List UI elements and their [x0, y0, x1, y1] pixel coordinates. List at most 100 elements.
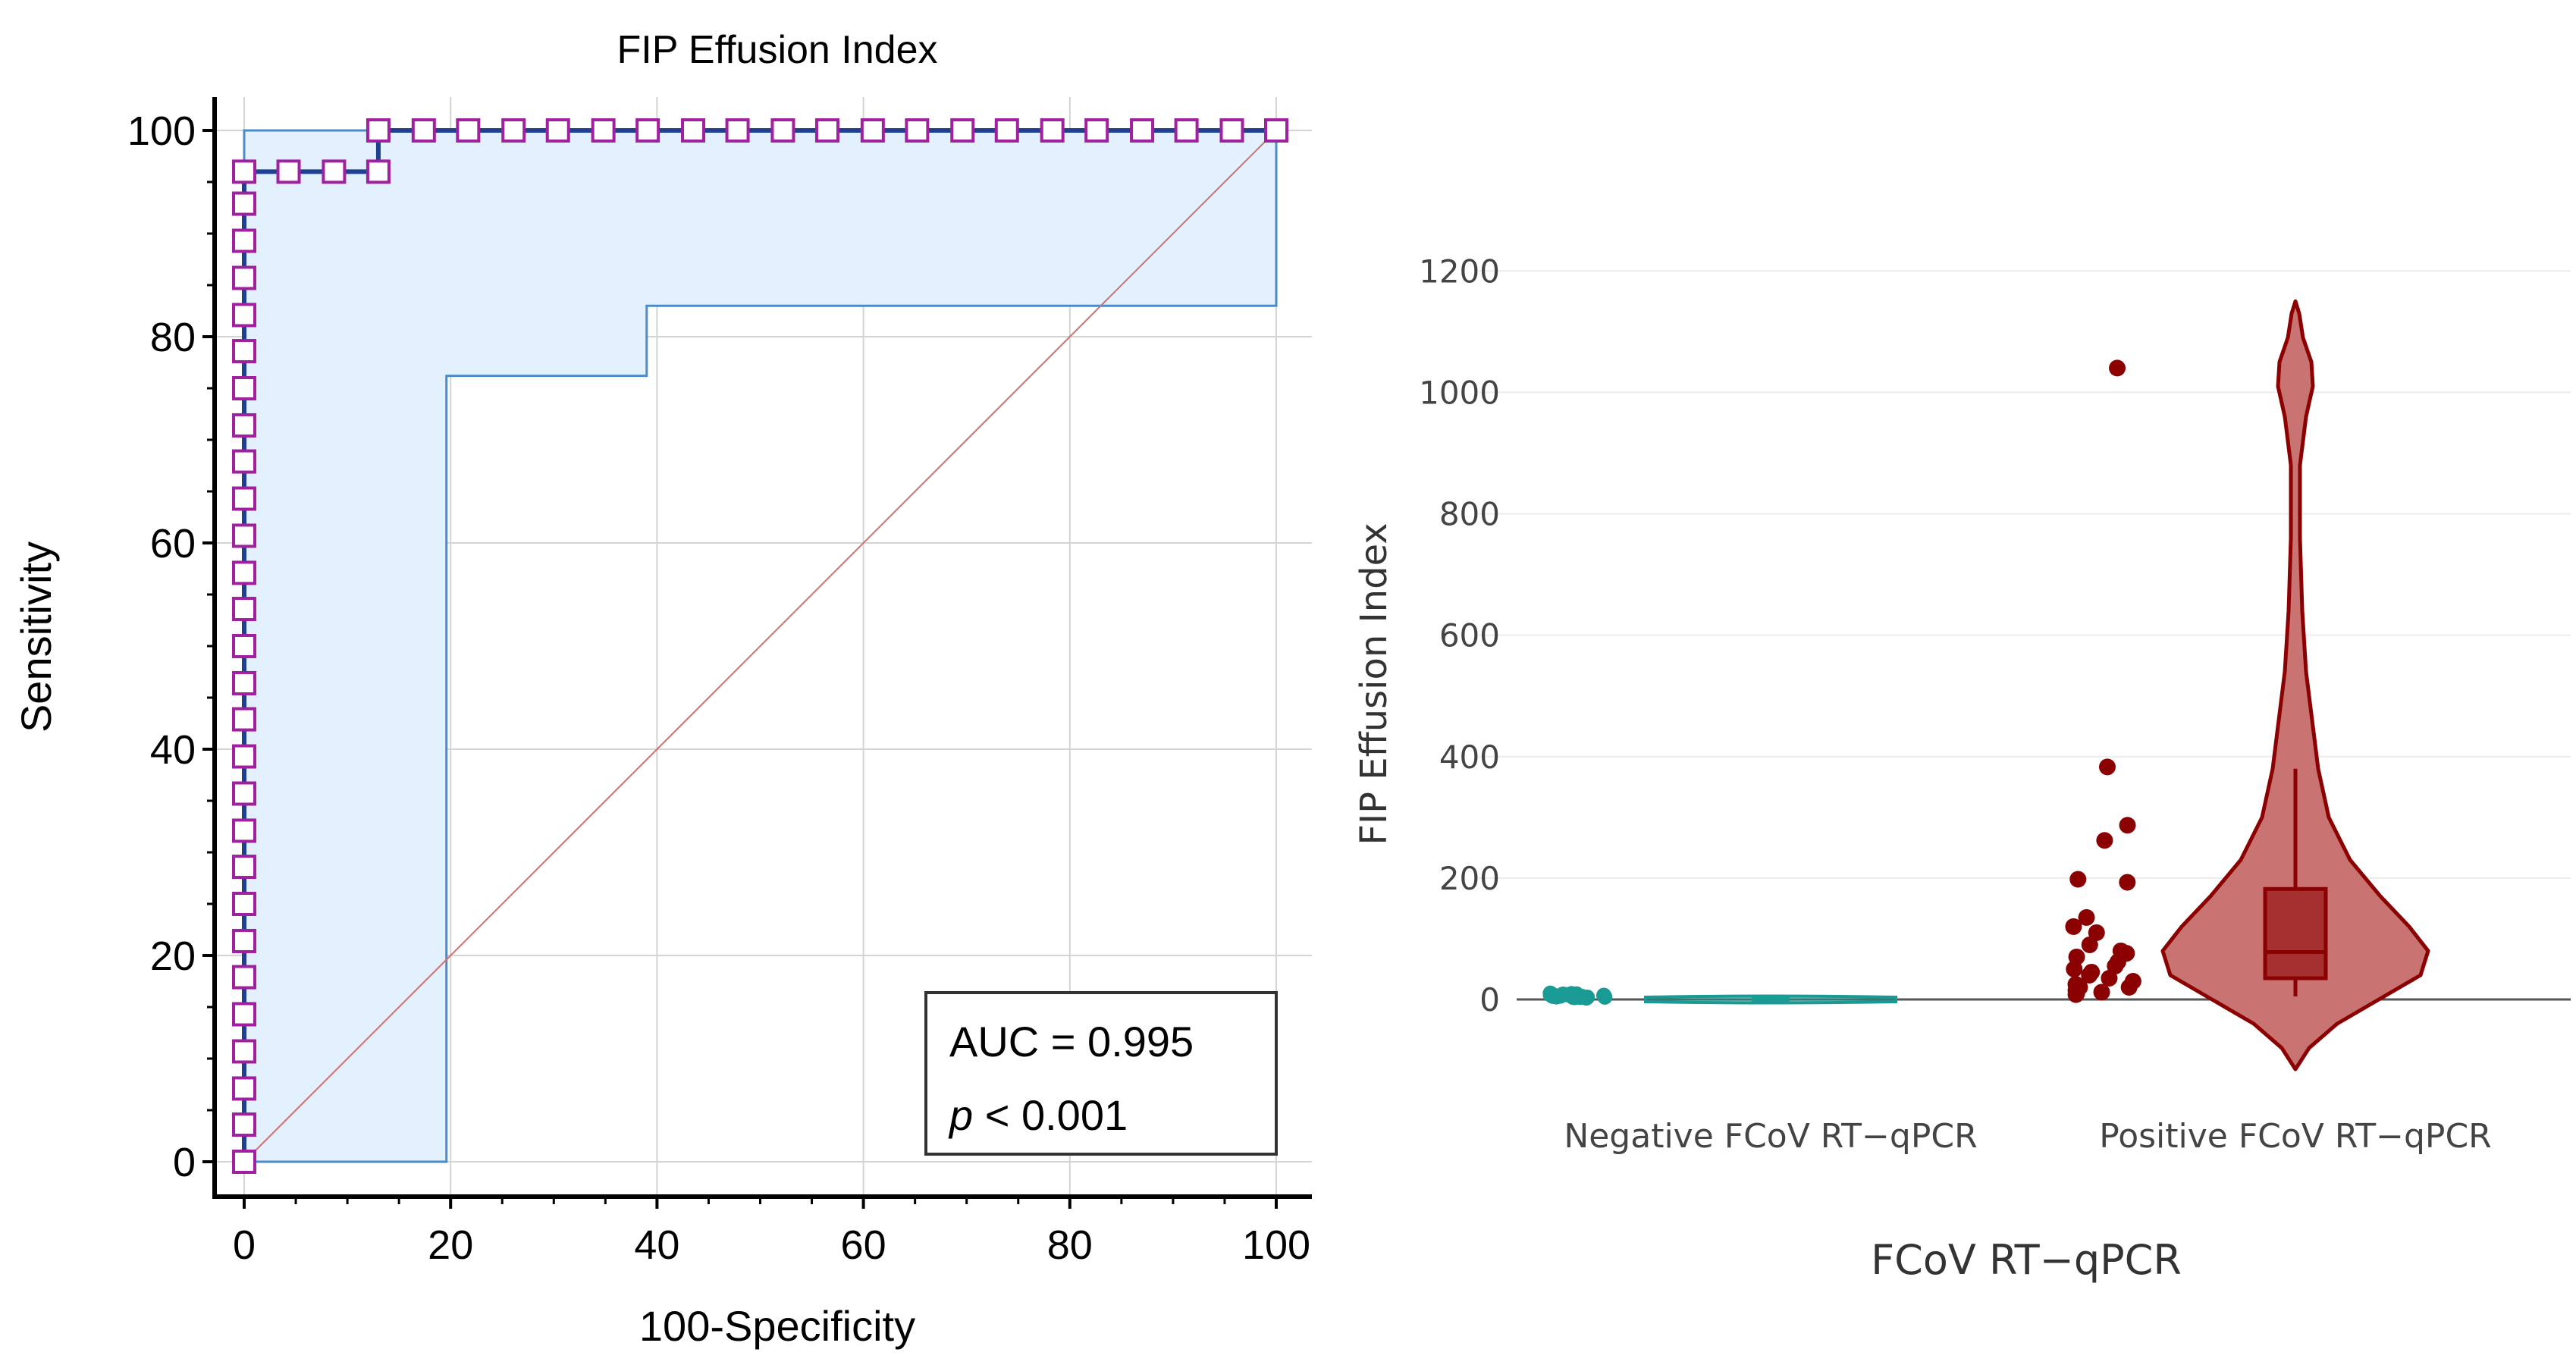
roc-point-marker	[232, 303, 256, 328]
p-value: < 0.001	[973, 1091, 1128, 1139]
roc-point-marker	[232, 818, 256, 843]
roc-point-marker	[232, 1076, 256, 1101]
roc-point-marker	[232, 560, 256, 585]
violin-positive-box	[2263, 886, 2328, 981]
roc-ticks: 0 20 40 60 80 100 0 20 40 60 80 100	[127, 108, 1310, 1268]
roc-title: FIP Effusion Index	[617, 28, 937, 72]
roc-x-tick-label: 80	[1047, 1222, 1093, 1268]
roc-x-axis-label: 100-Specificity	[639, 1302, 915, 1350]
roc-point-marker	[232, 449, 256, 474]
roc-markers	[232, 118, 1288, 1174]
roc-point-marker	[232, 892, 256, 916]
roc-point-marker	[232, 634, 256, 658]
roc-point-marker	[232, 928, 256, 953]
violin-positive-shape	[2160, 299, 2430, 1071]
roc-band-lower-edge	[244, 130, 1278, 1163]
roc-curve-line	[242, 128, 1276, 1162]
violin-y-tick-label: 800	[1439, 496, 1500, 533]
violin-negative-point	[1597, 989, 1613, 1005]
roc-point-marker	[635, 118, 660, 143]
roc-point-marker	[232, 744, 256, 769]
roc-point-marker	[232, 1112, 256, 1137]
violin-y-tick-label: 1000	[1419, 374, 1500, 411]
roc-point-marker	[232, 1002, 256, 1027]
auc-annotation-box	[924, 991, 1278, 1156]
roc-point-marker	[1084, 118, 1109, 143]
roc-point-marker	[591, 118, 616, 143]
roc-point-marker	[232, 1150, 256, 1174]
violin-group-negative	[1542, 985, 1897, 1006]
roc-x-tick-label: 60	[841, 1222, 886, 1268]
violin-positive-point	[2098, 758, 2116, 776]
violin-positive-point	[2093, 984, 2110, 1001]
roc-point-marker	[770, 118, 795, 143]
roc-point-marker	[950, 118, 975, 143]
violin-chart: 0 200 400 600 800 1000 1200 Negative FCoV RT−q…	[1353, 253, 2571, 1284]
roc-point-marker	[232, 486, 256, 511]
roc-point-marker	[322, 159, 347, 184]
roc-x-tick-label: 100	[1242, 1222, 1310, 1268]
p-symbol: p	[948, 1091, 973, 1139]
roc-x-tick-label: 0	[233, 1222, 256, 1268]
roc-point-marker	[814, 118, 839, 143]
violin-positive-point	[2081, 936, 2098, 953]
roc-point-marker	[232, 781, 256, 806]
roc-y-tick-label: 100	[127, 108, 196, 154]
roc-point-marker	[411, 118, 436, 143]
violin-gridlines	[1479, 270, 2571, 879]
roc-y-tick-label: 80	[150, 315, 196, 360]
violin-y-tick-label: 1200	[1419, 253, 1500, 290]
roc-point-marker	[501, 118, 526, 143]
roc-point-marker	[232, 965, 256, 990]
roc-point-marker	[1040, 118, 1065, 143]
roc-y-axis-label: Sensitivity	[12, 541, 60, 733]
roc-point-marker	[994, 118, 1019, 143]
violin-positive-point	[2069, 871, 2087, 888]
violin-negative-point	[1552, 988, 1568, 1004]
roc-y-tick-label: 20	[150, 933, 196, 979]
violin-positive-point	[2067, 986, 2085, 1003]
violin-y-axis-label: FIP Effusion Index	[1353, 522, 1395, 845]
roc-y-tick-label: 0	[173, 1140, 196, 1185]
violin-positive-point	[2065, 918, 2082, 935]
roc-point-marker	[232, 265, 256, 290]
violin-x-axis-label: FCoV RT−qPCR	[1871, 1236, 2182, 1284]
violin-positive-point	[2101, 969, 2118, 987]
roc-point-marker	[232, 1039, 256, 1064]
violin-positive-point	[2088, 924, 2105, 941]
violin-y-tick-label: 0	[1479, 981, 1500, 1018]
violin-positive-point	[2081, 966, 2098, 984]
roc-point-marker	[725, 118, 750, 143]
roc-point-marker	[276, 159, 301, 184]
violin-x-tick-label: Negative FCoV RT−qPCR	[1564, 1117, 1977, 1156]
roc-point-marker	[456, 118, 481, 143]
violin-group-positive	[2065, 299, 2430, 1071]
roc-point-marker	[232, 159, 256, 184]
roc-point-marker	[232, 597, 256, 622]
p-value-label: p < 0.001	[948, 1091, 1128, 1139]
roc-point-marker	[232, 523, 256, 548]
roc-point-marker	[366, 118, 391, 143]
roc-point-marker	[232, 228, 256, 253]
violin-positive-point	[2078, 908, 2095, 926]
roc-point-marker	[232, 339, 256, 364]
roc-point-marker	[232, 376, 256, 400]
violin-positive-point	[2096, 832, 2113, 849]
roc-x-tick-label: 20	[428, 1222, 473, 1268]
roc-y-tick-label: 60	[150, 521, 196, 566]
violin-y-tick-label: 600	[1439, 617, 1500, 654]
violin-y-ticks: 0 200 400 600 800 1000 1200	[1419, 253, 1500, 1018]
roc-point-marker	[232, 413, 256, 438]
violin-x-ticks: Negative FCoV RT−qPCR Positive FCoV RT−qP…	[1564, 1117, 2491, 1156]
violin-positive-point	[2120, 978, 2138, 996]
violin-y-tick-label: 400	[1439, 739, 1500, 776]
violin-y-tick-label: 200	[1439, 860, 1500, 897]
roc-point-marker	[681, 118, 706, 143]
violin-positive-point	[2119, 874, 2136, 891]
violin-positive-point	[2119, 817, 2136, 834]
roc-chart: FIP Effusion Index 0 20 40 60 80 100 0 20 40 60 80…	[12, 28, 1312, 1350]
roc-point-marker	[1130, 118, 1155, 143]
roc-x-tick-label: 40	[634, 1222, 679, 1268]
roc-point-marker	[232, 191, 256, 216]
violin-positive-point	[2066, 960, 2083, 977]
